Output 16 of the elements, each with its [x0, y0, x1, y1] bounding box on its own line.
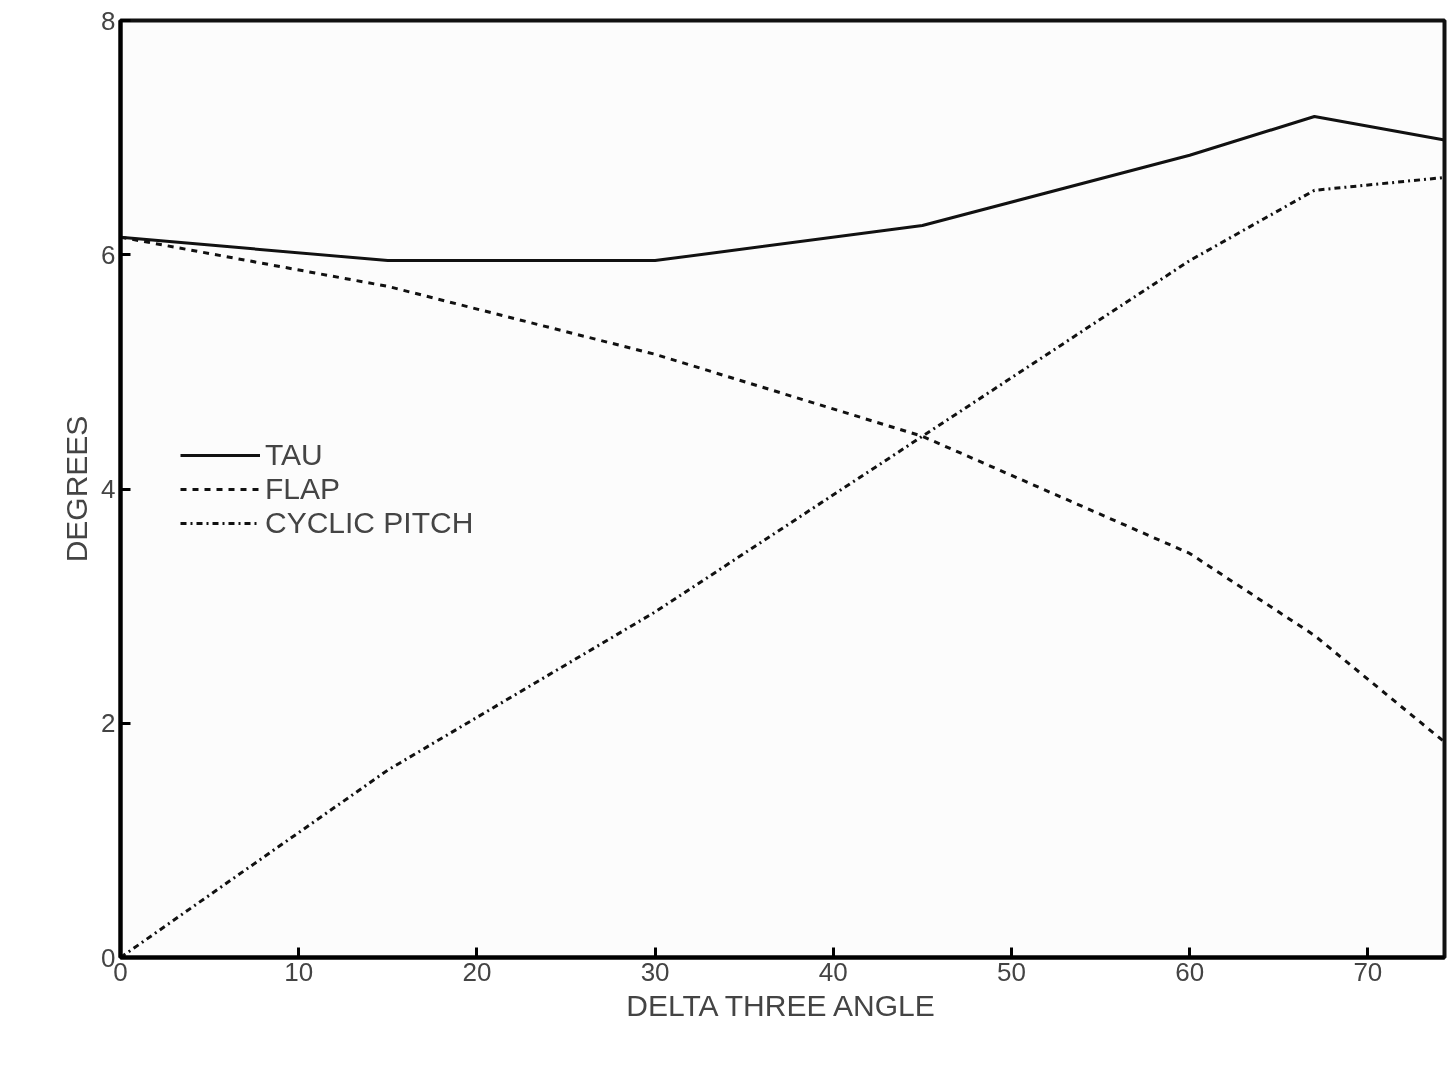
legend-label: TAU: [265, 437, 323, 472]
y-axis-title: DEGREES: [60, 415, 94, 563]
legend-label: CYCLIC PITCH: [265, 505, 474, 540]
x-axis-title: DELTA THREE ANGLE: [626, 988, 935, 1022]
x-tick-label: 50: [997, 956, 1026, 987]
x-tick-label: 20: [462, 956, 492, 987]
x-tick-label: 60: [1175, 956, 1205, 987]
x-tick-label: 40: [818, 956, 848, 987]
y-tick-label: 8: [101, 5, 116, 36]
x-tick-label: 70: [1353, 956, 1383, 987]
x-tick-label: 30: [640, 956, 670, 987]
y-tick-label: 2: [101, 708, 116, 739]
legend-label: FLAP: [265, 471, 341, 506]
x-tick-label: 10: [284, 956, 314, 987]
y-tick-label: 4: [101, 474, 116, 504]
y-tick-label: 6: [101, 239, 116, 270]
